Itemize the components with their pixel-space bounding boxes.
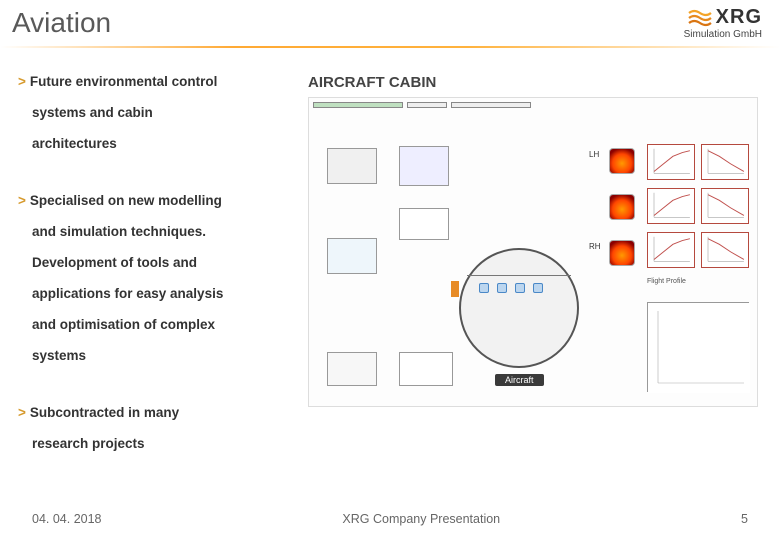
topbar-box bbox=[407, 102, 447, 108]
topbar-box bbox=[313, 102, 403, 108]
component-icon bbox=[515, 283, 525, 293]
bullet-text: and simulation techniques. bbox=[18, 216, 294, 247]
heat-source-icon bbox=[609, 240, 635, 266]
footer-title: XRG Company Presentation bbox=[342, 512, 500, 526]
model-block bbox=[327, 238, 377, 274]
mini-plot bbox=[701, 188, 749, 224]
bullet-text: and optimisation of complex bbox=[18, 309, 294, 340]
heat-source-icon bbox=[609, 148, 635, 174]
bullet-column: > Future environmental control systems an… bbox=[18, 66, 308, 486]
model-block bbox=[399, 208, 449, 240]
fuselage-cross-section bbox=[459, 248, 579, 368]
company-logo: XRG Simulation GmbH bbox=[684, 6, 762, 40]
bullet-text: Development of tools and bbox=[18, 247, 294, 278]
row-label-lh: LH bbox=[589, 150, 599, 159]
bullet-marker: > bbox=[18, 405, 26, 420]
component-icon bbox=[533, 283, 543, 293]
bullet-text: Subcontracted in many bbox=[30, 405, 179, 420]
bullet-text: research projects bbox=[18, 428, 294, 459]
mini-plot bbox=[701, 144, 749, 180]
model-block bbox=[399, 146, 449, 186]
diagram-column: AIRCRAFT CABIN bbox=[308, 66, 762, 486]
slide-header: Aviation XRG Simulation GmbH bbox=[0, 0, 780, 42]
bullet-text: Specialised on new modelling bbox=[30, 193, 222, 208]
bullet-text: Future environmental control bbox=[30, 74, 218, 89]
topbar-box bbox=[451, 102, 531, 108]
mini-plot bbox=[647, 232, 695, 268]
bullet-item: > Specialised on new modelling and simula… bbox=[18, 185, 294, 371]
diagram-topbar bbox=[309, 98, 757, 112]
slide-footer: 04. 04. 2018 XRG Company Presentation 5 bbox=[0, 512, 780, 526]
bullet-text: architectures bbox=[18, 128, 294, 159]
logo-text: XRG bbox=[716, 6, 762, 29]
bullet-text: applications for easy analysis bbox=[18, 278, 294, 309]
logo-subtitle: Simulation GmbH bbox=[684, 29, 762, 40]
mini-plot bbox=[647, 188, 695, 224]
bullet-text: systems and cabin bbox=[18, 97, 294, 128]
model-block bbox=[327, 352, 377, 386]
slide-body: > Future environmental control systems an… bbox=[0, 48, 780, 486]
footer-date: 04. 04. 2018 bbox=[32, 512, 102, 526]
aircraft-label: Aircraft bbox=[495, 374, 544, 386]
model-block bbox=[327, 148, 377, 184]
bullet-marker: > bbox=[18, 193, 26, 208]
diagram-title: AIRCRAFT CABIN bbox=[308, 74, 762, 91]
bullet-marker: > bbox=[18, 74, 26, 89]
model-block bbox=[399, 352, 453, 386]
bullet-text: systems bbox=[18, 340, 294, 371]
row-label-rh: RH bbox=[589, 242, 601, 251]
aircraft-cabin-diagram: Aircraft LH RH Flight Profile bbox=[308, 97, 758, 407]
slide-title: Aviation bbox=[12, 7, 111, 39]
footer-page: 5 bbox=[741, 512, 748, 526]
heat-source-icon bbox=[609, 194, 635, 220]
mini-plot bbox=[701, 232, 749, 268]
mini-plot bbox=[647, 144, 695, 180]
component-icon bbox=[497, 283, 507, 293]
flight-profile-plot bbox=[647, 302, 749, 392]
logo-waves-icon bbox=[688, 9, 712, 27]
connector-icon bbox=[451, 281, 459, 297]
flight-profile-label: Flight Profile bbox=[647, 278, 686, 285]
bullet-item: > Future environmental control systems an… bbox=[18, 66, 294, 159]
bullet-item: > Subcontracted in many research projects bbox=[18, 397, 294, 459]
component-icon bbox=[479, 283, 489, 293]
